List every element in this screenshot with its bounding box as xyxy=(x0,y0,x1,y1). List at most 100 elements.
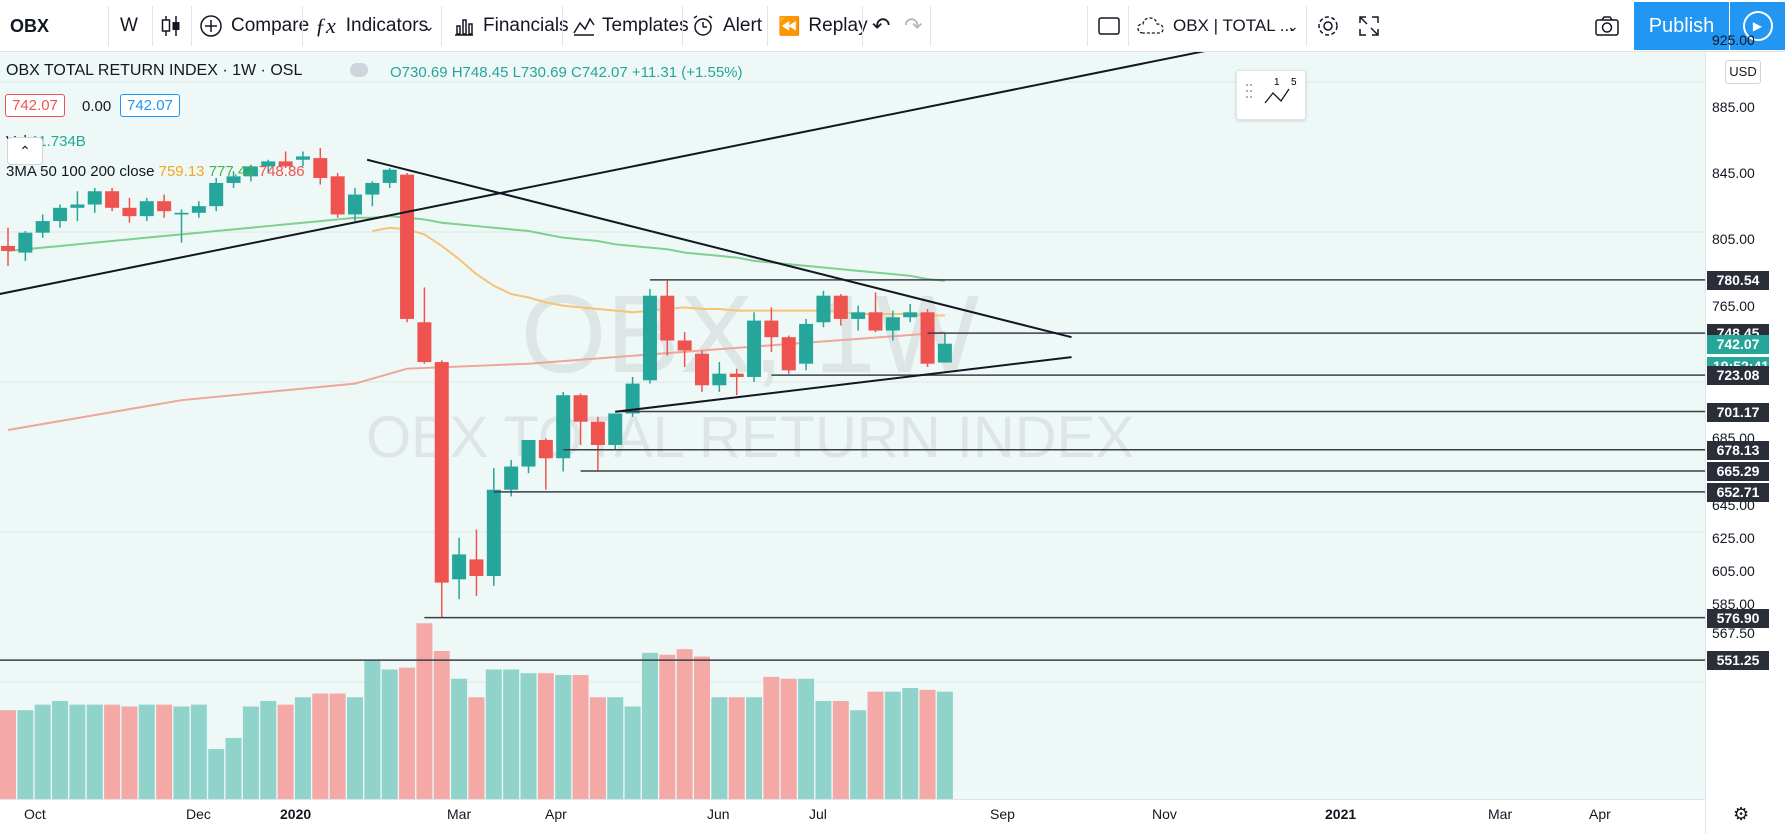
ma-label: 3MA 50 100 200 close xyxy=(6,163,155,180)
gear-icon xyxy=(1318,16,1338,36)
candle-body xyxy=(799,323,814,364)
undo-button[interactable]: ↶ xyxy=(872,0,890,52)
fullscreen-select-button[interactable] xyxy=(1097,0,1121,52)
candle-body xyxy=(885,317,900,331)
volume-bar xyxy=(121,706,138,799)
price-tick-label: 845.00 xyxy=(1712,165,1755,181)
symbol-search[interactable]: OBX xyxy=(10,0,49,52)
time-tick-label: Mar xyxy=(1488,806,1513,822)
settings-button[interactable] xyxy=(1315,0,1341,52)
volume-bar xyxy=(884,691,901,799)
candle-body xyxy=(625,383,640,414)
candle-body xyxy=(191,206,206,213)
eye-toggle[interactable] xyxy=(350,63,368,77)
chevron-up-icon: ⌃ xyxy=(19,143,31,159)
volume-bar xyxy=(555,675,572,799)
play-button[interactable]: ▶ xyxy=(1730,2,1785,50)
publish-button[interactable]: Publish xyxy=(1634,2,1729,50)
layout-menu[interactable]: OBX | TOTAL ... xyxy=(1137,0,1294,52)
candle-body xyxy=(382,169,397,183)
candle-body xyxy=(330,176,345,215)
volume-bar xyxy=(294,697,311,799)
indicators-button[interactable]: ƒx Indicators xyxy=(315,0,428,52)
layout-dropdown[interactable]: ⌄ xyxy=(1287,0,1299,52)
toolbar-divider xyxy=(1128,6,1129,46)
volume-bar xyxy=(34,704,51,799)
volume-bar xyxy=(260,700,277,799)
indicators-dropdown[interactable]: ⌄ xyxy=(423,0,435,52)
candle-body xyxy=(209,182,224,207)
interval-button[interactable]: W xyxy=(120,0,145,52)
price-tag: 723.08 xyxy=(1707,366,1769,386)
volume-bar xyxy=(17,710,34,799)
volume-bar xyxy=(832,700,849,799)
price-tick-label: 885.00 xyxy=(1712,98,1755,115)
candle-body xyxy=(452,554,467,580)
volume-bar xyxy=(659,654,676,799)
ask-box[interactable]: 742.07 xyxy=(120,94,180,117)
alert-button[interactable]: Alert xyxy=(691,0,762,52)
candle-body xyxy=(590,421,605,445)
volume-bar xyxy=(850,710,867,799)
toolbar-divider xyxy=(1087,6,1088,46)
volume-bar xyxy=(485,669,502,799)
ma200-value: 748.86 xyxy=(258,163,305,180)
chart-style-button[interactable] xyxy=(160,0,182,52)
redo-button[interactable]: ↷ xyxy=(904,0,922,52)
price-tick-label: 585.00 xyxy=(1712,596,1755,613)
top-toolbar: OBX W Compare ƒx Indicators ⌄ Financials… xyxy=(0,0,1785,52)
time-axis[interactable] xyxy=(0,799,1705,835)
volume-bar xyxy=(138,704,155,799)
price-tag: 701.17 xyxy=(1707,402,1769,422)
price-tag: 742.07 xyxy=(1707,334,1769,354)
time-tick-label: Jul xyxy=(809,806,827,822)
fullscreen-button[interactable] xyxy=(1357,0,1381,52)
compare-button[interactable]: Compare xyxy=(199,0,309,52)
candle-body xyxy=(243,166,258,177)
candle-body xyxy=(764,320,779,338)
play-icon: ▶ xyxy=(1742,11,1773,41)
svg-text:5: 5 xyxy=(1291,77,1297,88)
bid-box[interactable]: 742.07 xyxy=(5,94,65,117)
currency-label[interactable]: USD xyxy=(1725,60,1761,84)
volume-bar xyxy=(589,697,606,799)
volume-bar xyxy=(572,675,589,799)
toolbar-divider xyxy=(930,6,931,46)
volume-bar xyxy=(902,688,919,799)
volume-bar xyxy=(242,706,259,799)
candle-body xyxy=(937,343,952,363)
candle-body xyxy=(608,413,623,445)
toolbar-divider xyxy=(191,6,192,46)
candle-body xyxy=(747,320,762,377)
square-icon xyxy=(1098,17,1120,35)
ma50-line xyxy=(372,226,945,317)
time-tick-label: 2021 xyxy=(1325,806,1357,822)
volume-bar xyxy=(433,651,450,799)
volume-bar xyxy=(624,706,641,799)
axis-settings-button[interactable]: ⚙ xyxy=(1733,804,1749,825)
volume-bar xyxy=(364,660,381,799)
time-tick-label: Mar xyxy=(447,806,472,822)
financials-button[interactable]: Financials xyxy=(453,0,569,52)
price-tick-label: 805.00 xyxy=(1712,231,1755,248)
volume-bar xyxy=(607,697,624,799)
snapshot-button[interactable] xyxy=(1594,0,1620,52)
symbol-label: OBX xyxy=(10,15,50,36)
rewind-icon: ⏪ xyxy=(778,15,801,36)
collapse-legend-button[interactable]: ⌃ xyxy=(7,137,43,165)
candle-body xyxy=(556,395,571,459)
volume-bar xyxy=(451,678,468,799)
candle-body xyxy=(677,340,692,351)
candle-body xyxy=(642,295,657,381)
templates-button[interactable]: Templates xyxy=(572,0,689,52)
candle-body xyxy=(469,559,484,576)
replay-button[interactable]: ⏪ Replay xyxy=(778,0,868,52)
toolbar-divider xyxy=(862,6,863,46)
volume-bar xyxy=(399,667,416,799)
volume-value: 11.734B xyxy=(31,133,86,150)
alert-label: Alert xyxy=(723,15,763,36)
candle-body xyxy=(122,207,137,217)
